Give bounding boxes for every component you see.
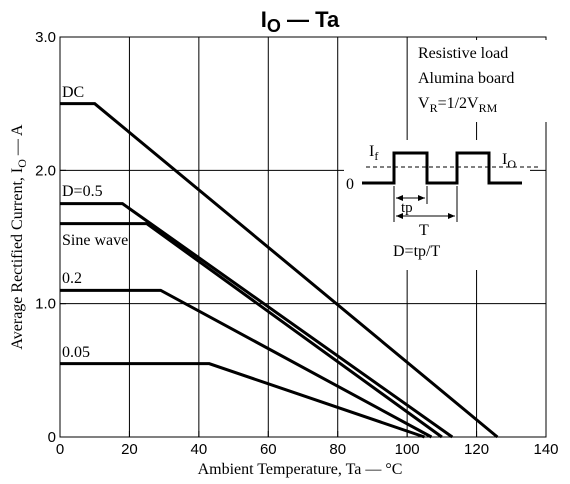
io-main: I (502, 151, 507, 168)
title-main: I (261, 7, 267, 32)
chart-title: IO — Ta (261, 7, 340, 36)
y-tick-label: 3.0 (35, 29, 56, 46)
y-tick-label: 1.0 (35, 296, 56, 313)
waveform-background (344, 140, 530, 270)
vr-main: V (418, 95, 430, 112)
x-tick-label: 60 (260, 441, 277, 458)
tp-label: tp (401, 200, 413, 216)
pulse-waveform (362, 151, 522, 185)
condition-resistive: Resistive load (418, 45, 508, 62)
series-label-005: 0.05 (62, 344, 90, 361)
title-sub: O (267, 16, 281, 36)
x-axis-label: Ambient Temperature, Ta — °C (198, 461, 403, 478)
series-line-2 (60, 222, 443, 439)
if-label: If (369, 143, 378, 163)
y-axis-label: Average Rectified Current, IO — A (9, 124, 29, 350)
t-label: T (419, 222, 429, 239)
if-main: I (369, 143, 374, 160)
condition-vr: VR=1/2VRM (418, 95, 498, 115)
series-label-d05: D=0.5 (62, 183, 103, 200)
series-label-sine: Sine wave (62, 232, 128, 249)
x-tick-label: 20 (121, 441, 138, 458)
x-tick-label: 140 (533, 441, 558, 458)
series-lines (60, 102, 499, 439)
t-arrow-right-head (448, 213, 455, 219)
if-sub: f (374, 149, 378, 163)
condition-board: Alumina board (418, 70, 514, 87)
y-tick-label: 2.0 (35, 162, 56, 179)
y-axis-label-main: Average Rectified Current, I (9, 168, 26, 350)
duty-formula: D=tp/T (393, 243, 440, 260)
io-sub: O (507, 157, 516, 171)
x-tick-label: 80 (329, 441, 346, 458)
t-arrow-left-head (396, 213, 403, 219)
series-label-dc: DC (62, 84, 84, 101)
y-axis-label-rest: — A (9, 124, 26, 159)
x-tick-label: 120 (464, 441, 489, 458)
series-line-1 (60, 202, 454, 439)
series-label-02: 0.2 (62, 270, 82, 287)
series-line-3 (60, 288, 433, 439)
tp-arrow-left-head (396, 195, 403, 201)
y-tick-label: 0 (48, 429, 56, 446)
title-rest: — Ta (281, 7, 340, 32)
vrm-main: =1/2V (438, 95, 479, 112)
zero-label: 0 (346, 176, 354, 193)
io-label: IO (502, 151, 516, 171)
axis-ticks: 0 20 40 60 80 100 120 140 0 1.0 2.0 3.0 (35, 29, 558, 458)
x-tick-label: 100 (395, 441, 420, 458)
vr-sub: R (430, 101, 438, 115)
x-tick-label: 0 (56, 441, 64, 458)
series-line-0 (60, 102, 499, 439)
y-axis-label-sub: O (15, 159, 29, 168)
series-line-4 (60, 362, 425, 439)
plot-frame (59, 36, 547, 438)
waveform-inset: If IO 0 tp T D=tp/T (344, 140, 540, 270)
x-tick-label: 40 (191, 441, 208, 458)
conditions-background (410, 40, 552, 122)
vrm-sub: RM (479, 101, 498, 115)
tp-arrow-right-head (418, 195, 425, 201)
